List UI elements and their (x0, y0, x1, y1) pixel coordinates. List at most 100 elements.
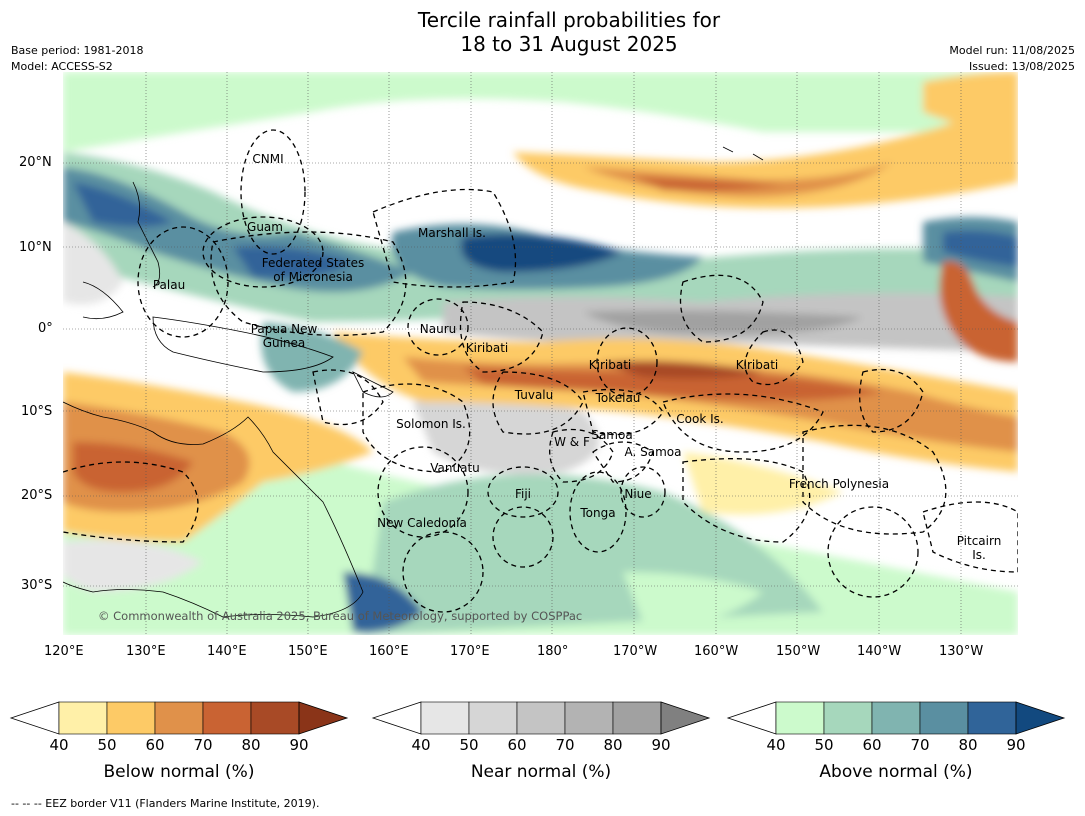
region-label-cook-islands: Cook Is. (676, 412, 724, 426)
lon-label-160w: 160°W (694, 644, 739, 659)
colorbar-near-normal (371, 701, 711, 735)
region-label-fiji: Fiji (514, 487, 532, 501)
colorbar-above-tick: 50 (814, 736, 834, 754)
region-label-new-caledonia: New Caledonia (377, 516, 467, 530)
region-label-palau: Palau (152, 278, 186, 292)
colorbar-below-normal (9, 701, 349, 735)
colorbar-extend-low (371, 701, 422, 735)
colorbar-below-tick: 70 (193, 736, 213, 754)
region-label-papua-new-guinea: Papua New Guinea (250, 322, 318, 350)
lon-label-150e: 150°E (288, 644, 328, 659)
colorbar-segment (967, 701, 1017, 735)
colorbar-above-tick: 70 (910, 736, 930, 754)
region-label-cnmi: CNMI (252, 152, 284, 166)
region-label-kiribati-east: Kiribati (735, 358, 779, 372)
region-label-tonga: Tonga (580, 506, 616, 520)
colorbar-below-tick: 40 (49, 736, 69, 754)
colorbar-segment (468, 701, 518, 735)
colorbar-above-title: Above normal (%) (819, 762, 973, 782)
region-label-tokelau: Tokelau (595, 391, 641, 405)
region-label-wallis-futuna: W & F (554, 435, 590, 449)
colorbar-extend-high (1015, 701, 1066, 735)
region-label-solomon-islands: Solomon Is. (396, 417, 466, 431)
colorbar-extend-low (9, 701, 60, 735)
lon-label-130w: 130°W (939, 644, 984, 659)
base-period-label: Base period: 1981-2018 (11, 44, 144, 57)
lon-label-170e: 170°E (450, 644, 490, 659)
colorbar-near-tick: 40 (411, 736, 431, 754)
colorbar-segment (564, 701, 614, 735)
lon-label-130e: 130°E (126, 644, 166, 659)
colorbar-below-tick: 50 (97, 736, 117, 754)
region-label-marshall-islands: Marshall Is. (418, 226, 486, 240)
lon-label-120e: 120°E (44, 644, 84, 659)
colorbar-segment (919, 701, 969, 735)
colorbar-extend-high (298, 701, 349, 735)
region-label-american-samoa: A. Samoa (624, 445, 682, 459)
colorbar-near-tick: 80 (603, 736, 623, 754)
colorbar-strip (9, 701, 1066, 735)
map-title-line1: Tercile rainfall probabilities for (417, 8, 721, 32)
region-label-niue: Niue (624, 487, 652, 501)
model-run-label: Model run: 11/08/2025 (949, 44, 1075, 57)
colorbar-segment (612, 701, 662, 735)
lon-label-180: 180° (537, 644, 569, 659)
model-label: Model: ACCESS-S2 (11, 60, 113, 73)
issued-label: Issued: 13/08/2025 (968, 60, 1075, 73)
lat-label-10n: 10°N (19, 240, 52, 255)
colorbar-above-normal (726, 701, 1066, 735)
lat-label-20n: 20°N (19, 155, 52, 170)
colorbar-segment (106, 701, 156, 735)
region-label-samoa: Samoa (591, 428, 633, 442)
copyright-notice: © Commonwealth of Australia 2025, Bureau… (98, 609, 583, 623)
colorbar-near-tick: 70 (555, 736, 575, 754)
colorbar-segment (516, 701, 566, 735)
colorbar-near-tick: 60 (507, 736, 527, 754)
region-label-kiribati-central: Kiribati (588, 358, 632, 372)
eez-footnote: -- -- -- EEZ border V11 (Flanders Marine… (11, 797, 320, 810)
eez-borders (63, 129, 1018, 613)
lon-label-170w: 170°W (613, 644, 658, 659)
lat-label-30s: 30°S (21, 578, 53, 593)
lon-label-140w: 140°W (857, 644, 902, 659)
colorbar-extend-high (660, 701, 711, 735)
colorbar-above-tick: 90 (1006, 736, 1026, 754)
region-label-guam: Guam (247, 220, 283, 234)
region-label-nauru: Nauru (419, 322, 457, 336)
colorbar-segment (154, 701, 204, 735)
colorbar-near-tick: 90 (651, 736, 671, 754)
colorbar-below-tick: 60 (145, 736, 165, 754)
colorbar-segment (58, 701, 108, 735)
lat-label-10s: 10°S (21, 404, 53, 419)
colorbar-above-tick: 40 (766, 736, 786, 754)
colorbar-below-tick: 90 (289, 736, 309, 754)
colorbar-segment (202, 701, 252, 735)
region-label-pitcairn-islands: Pitcairn Is. (956, 534, 1002, 562)
region-label-micronesia: Federated States of Micronesia (261, 256, 365, 284)
colorbar-segment (250, 701, 300, 735)
colorbar-segment (871, 701, 921, 735)
region-label-tuvalu: Tuvalu (514, 388, 554, 402)
colorbar-segment (823, 701, 873, 735)
region-label-kiribati-west: Kiribati (465, 341, 509, 355)
colorbar-segment (420, 701, 470, 735)
rainfall-probability-map (63, 72, 1018, 635)
colorbar-near-title: Near normal (%) (470, 762, 612, 782)
colorbar-below-title: Below normal (%) (103, 762, 255, 782)
lon-label-150w: 150°W (776, 644, 821, 659)
colorbar-above-tick: 60 (862, 736, 882, 754)
lon-label-140e: 140°E (207, 644, 247, 659)
lat-label-20s: 20°S (21, 488, 53, 503)
map-title-line2: 18 to 31 August 2025 (460, 32, 678, 56)
colorbar-extend-low (726, 701, 777, 735)
probability-fields (63, 72, 1018, 635)
region-label-vanuatu: Vanuatu (430, 461, 480, 475)
colorbar-segment (775, 701, 825, 735)
colorbar-below-tick: 80 (241, 736, 261, 754)
colorbar-above-tick: 80 (958, 736, 978, 754)
map-canvas (63, 72, 1018, 635)
lon-label-160e: 160°E (369, 644, 409, 659)
lat-label-0: 0° (38, 321, 53, 336)
colorbar-near-tick: 50 (459, 736, 479, 754)
region-label-french-polynesia: French Polynesia (788, 477, 890, 491)
